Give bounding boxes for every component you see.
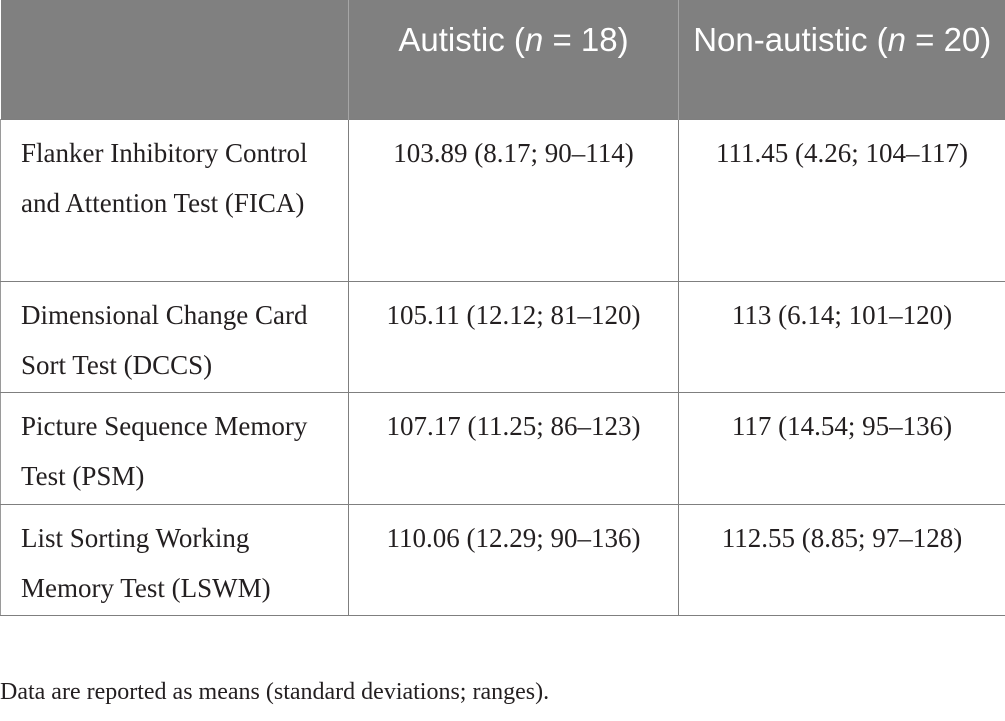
header-cell-measure: [0, 0, 349, 119]
table-row: List Sorting Working Memory Test (LSWM) …: [0, 503, 1005, 616]
header-row: Autistic (n = 18) Non-autistic (n = 20): [0, 0, 1005, 119]
header-non-autistic-n: n: [887, 21, 906, 58]
table-row: Picture Sequence Memory Test (PSM) 107.1…: [0, 391, 1005, 505]
header-autistic-post: = 18): [543, 21, 629, 58]
table-row: Dimensional Change Card Sort Test (DCCS)…: [0, 280, 1005, 393]
autistic-value-cell: 110.06 (12.29; 90–136): [348, 503, 679, 616]
table-footnote: Data are reported as means (standard dev…: [0, 679, 550, 705]
header-autistic-pre: Autistic (: [398, 21, 525, 58]
measure-cell: List Sorting Working Memory Test (LSWM): [0, 503, 349, 616]
autistic-value-cell: 107.17 (11.25; 86–123): [348, 391, 679, 505]
table-body: Flanker Inhibitory Control and Attention…: [0, 118, 1005, 616]
header-non-autistic-post: = 20): [905, 21, 992, 58]
non-autistic-value-cell: 117 (14.54; 95–136): [678, 391, 1005, 505]
header-cell-non-autistic: Non-autistic (n = 20): [678, 0, 1005, 119]
results-table: Autistic (n = 18) Non-autistic (n = 20) …: [0, 0, 1005, 616]
measure-cell: Flanker Inhibitory Control and Attention…: [0, 118, 349, 282]
non-autistic-value-cell: 113 (6.14; 101–120): [678, 280, 1005, 393]
autistic-value-cell: 103.89 (8.17; 90–114): [348, 118, 679, 282]
header-cell-autistic: Autistic (n = 18): [348, 0, 679, 119]
measure-cell: Dimensional Change Card Sort Test (DCCS): [0, 280, 349, 393]
header-non-autistic-pre: Non-autistic (: [693, 21, 888, 58]
autistic-value-cell: 105.11 (12.12; 81–120): [348, 280, 679, 393]
table-header: Autistic (n = 18) Non-autistic (n = 20): [0, 0, 1005, 119]
non-autistic-value-cell: 112.55 (8.85; 97–128): [678, 503, 1005, 616]
measure-cell: Picture Sequence Memory Test (PSM): [0, 391, 349, 505]
header-autistic-n: n: [524, 21, 544, 58]
table-row: Flanker Inhibitory Control and Attention…: [0, 118, 1005, 282]
non-autistic-value-cell: 111.45 (4.26; 104–117): [678, 118, 1005, 282]
